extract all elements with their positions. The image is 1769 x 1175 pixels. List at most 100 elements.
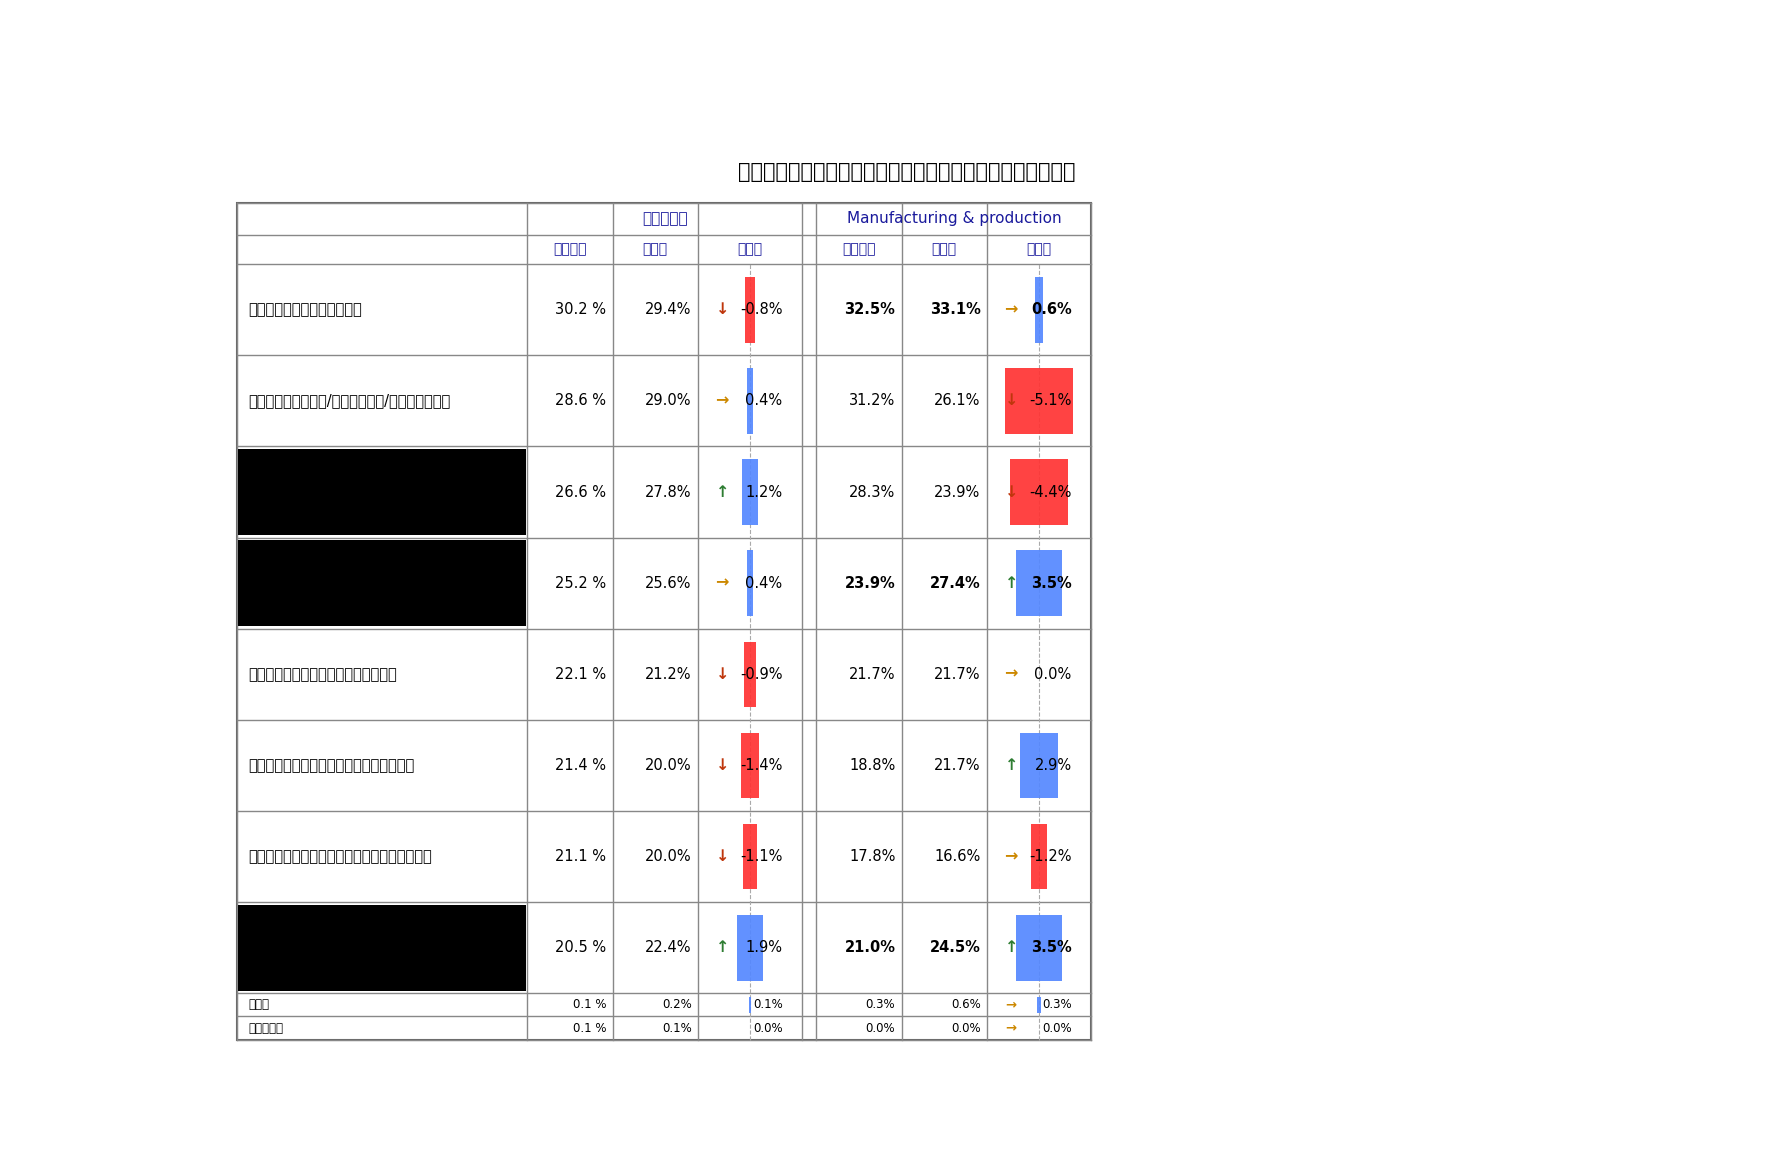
Text: -1.1%: -1.1% <box>739 850 782 864</box>
Text: 0.0%: 0.0% <box>1042 1021 1072 1034</box>
Text: 25.2 %: 25.2 % <box>555 576 607 591</box>
Text: →: → <box>1005 667 1017 682</box>
Text: これまで: これまで <box>554 242 587 256</box>
Text: 0.0%: 0.0% <box>754 1021 782 1034</box>
Text: 20.0%: 20.0% <box>646 758 692 773</box>
Text: 「サイバーセキュリティ対策を実装する理由」（業界比較）: 「サイバーセキュリティ対策を実装する理由」（業界比較） <box>738 162 1076 182</box>
Text: 0.0%: 0.0% <box>1035 667 1072 682</box>
Bar <box>1021 733 1058 798</box>
Text: ↓: ↓ <box>715 302 729 317</box>
Text: 特定インシデントの再発防止: 特定インシデントの再発防止 <box>248 302 363 317</box>
Text: -4.4%: -4.4% <box>1030 484 1072 499</box>
Text: 21.1 %: 21.1 % <box>555 850 607 864</box>
Text: 0.6%: 0.6% <box>1031 302 1072 317</box>
Bar <box>745 277 755 343</box>
Text: 22.1 %: 22.1 % <box>555 667 607 682</box>
Text: 27.4%: 27.4% <box>930 576 980 591</box>
Text: 30.2 %: 30.2 % <box>555 302 607 317</box>
Text: ↓: ↓ <box>715 758 729 773</box>
Text: 0.4%: 0.4% <box>745 394 782 409</box>
Bar <box>1010 459 1068 525</box>
Text: 21.7%: 21.7% <box>849 667 895 682</box>
Text: ↓: ↓ <box>715 667 729 682</box>
Text: 3.5%: 3.5% <box>1031 940 1072 955</box>
Text: -1.4%: -1.4% <box>739 758 782 773</box>
Text: 21.4 %: 21.4 % <box>555 758 607 773</box>
Text: 21.7%: 21.7% <box>934 667 980 682</box>
Text: -1.2%: -1.2% <box>1030 850 1072 864</box>
Text: 0.2%: 0.2% <box>662 999 692 1012</box>
Text: 2.9%: 2.9% <box>1035 758 1072 773</box>
Text: ↑: ↑ <box>1005 940 1017 955</box>
Text: ↓: ↓ <box>1005 394 1017 409</box>
Bar <box>1037 996 1042 1013</box>
Text: 26.1%: 26.1% <box>934 394 980 409</box>
Bar <box>747 368 754 434</box>
Bar <box>747 550 754 616</box>
Text: 0.3%: 0.3% <box>1042 999 1072 1012</box>
Text: ↓: ↓ <box>1005 484 1017 499</box>
Text: 23.9%: 23.9% <box>844 576 895 591</box>
Text: -0.9%: -0.9% <box>739 667 782 682</box>
Text: 1.9%: 1.9% <box>745 940 782 955</box>
Text: 他社へのサイバー攻撃の報道を受けて: 他社へのサイバー攻撃の報道を受けて <box>248 667 396 682</box>
Text: 31.2%: 31.2% <box>849 394 895 409</box>
Text: 変化率: 変化率 <box>738 242 762 256</box>
Text: ビジネスパートナー/クライアント/顧客からの要請: ビジネスパートナー/クライアント/顧客からの要請 <box>248 394 451 409</box>
Text: →: → <box>1005 850 1017 864</box>
Text: その他: その他 <box>248 999 269 1012</box>
Bar <box>1031 824 1047 889</box>
Text: 33.1%: 33.1% <box>930 302 980 317</box>
Text: 29.0%: 29.0% <box>646 394 692 409</box>
Bar <box>1015 550 1063 616</box>
Bar <box>239 540 525 626</box>
Text: セキュリティ評価における低評価を受けて: セキュリティ評価における低評価を受けて <box>248 758 414 773</box>
Text: 0.0%: 0.0% <box>952 1021 980 1034</box>
Bar <box>239 449 525 536</box>
Text: 22.4%: 22.4% <box>646 940 692 955</box>
Text: 変化率: 変化率 <box>1026 242 1053 256</box>
Text: 他業種平均: 他業種平均 <box>642 212 688 227</box>
Text: 分からない: 分からない <box>248 1021 283 1034</box>
Bar <box>237 202 1091 1040</box>
Text: →: → <box>715 576 729 591</box>
Text: 23.9%: 23.9% <box>934 484 980 499</box>
Text: ↑: ↑ <box>1005 758 1017 773</box>
Text: 1.2%: 1.2% <box>745 484 782 499</box>
Text: 26.6 %: 26.6 % <box>555 484 607 499</box>
Text: 24.5%: 24.5% <box>930 940 980 955</box>
Bar <box>745 642 755 707</box>
Bar <box>738 915 762 981</box>
Text: ↑: ↑ <box>1005 576 1017 591</box>
Bar <box>1035 277 1044 343</box>
Text: ↑: ↑ <box>715 484 729 499</box>
Text: 0.1%: 0.1% <box>662 1021 692 1034</box>
Bar <box>741 733 759 798</box>
Text: 32.5%: 32.5% <box>844 302 895 317</box>
Bar <box>741 459 759 525</box>
Text: 21.7%: 21.7% <box>934 758 980 773</box>
Text: 21.0%: 21.0% <box>844 940 895 955</box>
Text: 28.3%: 28.3% <box>849 484 895 499</box>
Text: 0.3%: 0.3% <box>865 999 895 1012</box>
Text: ↑: ↑ <box>715 940 729 955</box>
Text: 16.6%: 16.6% <box>934 850 980 864</box>
Text: 0.1 %: 0.1 % <box>573 1021 607 1034</box>
Bar <box>1015 915 1063 981</box>
Text: 18.8%: 18.8% <box>849 758 895 773</box>
Text: →: → <box>715 394 729 409</box>
Text: 21.2%: 21.2% <box>646 667 692 682</box>
Text: -5.1%: -5.1% <box>1030 394 1072 409</box>
Text: Manufacturing & production: Manufacturing & production <box>847 212 1061 227</box>
Text: 28.6 %: 28.6 % <box>555 394 607 409</box>
Text: 17.8%: 17.8% <box>849 850 895 864</box>
Text: 20.5 %: 20.5 % <box>555 940 607 955</box>
Text: 25.6%: 25.6% <box>646 576 692 591</box>
Text: 0.1 %: 0.1 % <box>573 999 607 1012</box>
Text: ３年後: ３年後 <box>932 242 957 256</box>
Text: →: → <box>1005 302 1017 317</box>
Text: これまで: これまで <box>842 242 876 256</box>
Bar <box>743 824 757 889</box>
Text: ペネトレーションテストでの悪い結果を受けて: ペネトレーションテストでの悪い結果を受けて <box>248 850 432 864</box>
Text: 27.8%: 27.8% <box>646 484 692 499</box>
